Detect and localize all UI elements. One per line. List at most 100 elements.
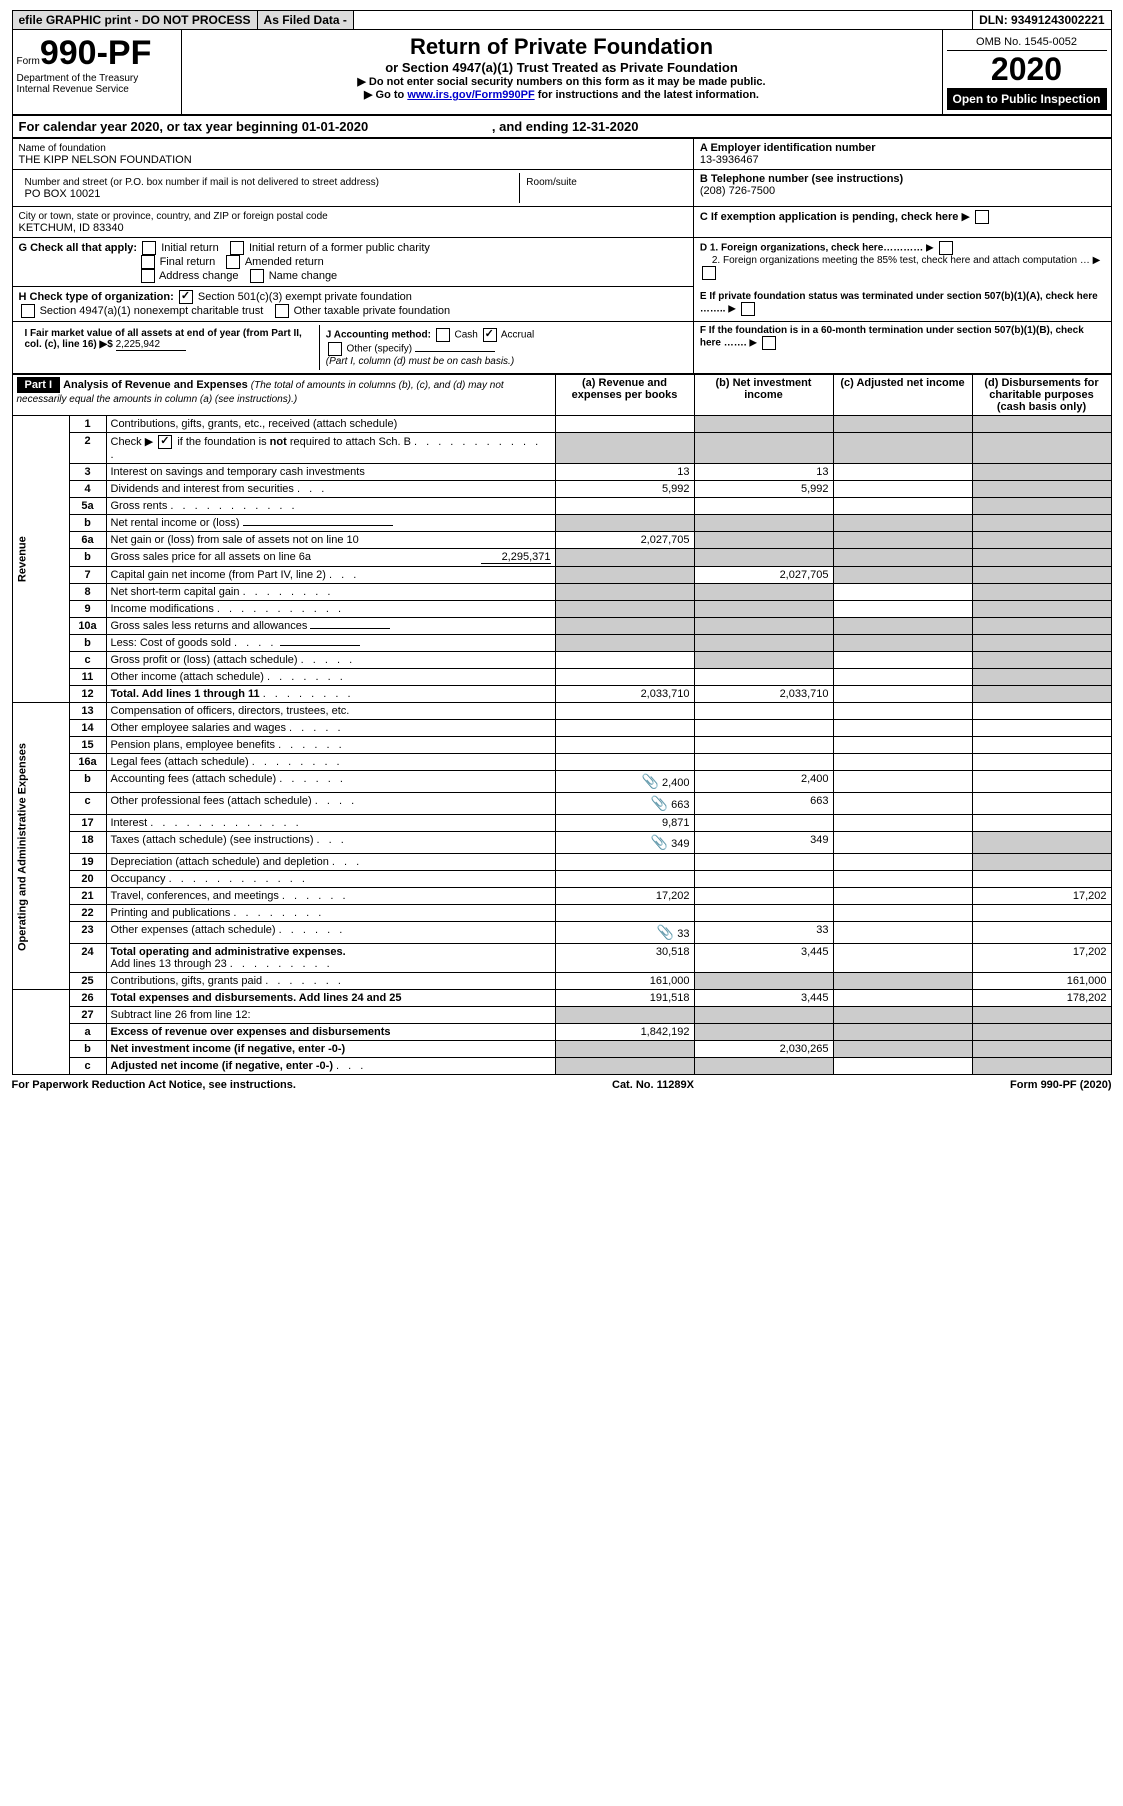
c-checkbox[interactable] xyxy=(975,210,989,224)
r2-checkbox[interactable] xyxy=(158,435,172,449)
r23-b: 33 xyxy=(694,922,833,944)
r16c-b: 663 xyxy=(694,793,833,815)
j-label: J Accounting method: xyxy=(326,330,431,341)
r16c-a: 663 xyxy=(671,799,689,811)
r3-a: 13 xyxy=(555,464,694,481)
row10a-desc: Gross sales less returns and allowances xyxy=(111,620,308,632)
form-number: 990-PF xyxy=(40,34,152,72)
page-footer: For Paperwork Reduction Act Notice, see … xyxy=(12,1075,1112,1091)
attach-icon[interactable]: 📎 xyxy=(641,773,658,789)
irs-label: Internal Revenue Service xyxy=(17,84,129,95)
city-label: City or town, state or province, country… xyxy=(19,211,328,222)
row22-desc: Printing and publications xyxy=(111,907,231,919)
top-bar: efile GRAPHIC print - DO NOT PROCESS As … xyxy=(12,10,1112,30)
city-value: KETCHUM, ID 83340 xyxy=(19,222,124,234)
g5-checkbox[interactable] xyxy=(141,269,155,283)
attach-icon[interactable]: 📎 xyxy=(651,795,668,811)
j3-label: Other (specify) xyxy=(347,344,413,355)
g3-checkbox[interactable] xyxy=(141,255,155,269)
as-filed-label: As Filed Data - xyxy=(258,11,354,29)
row24-desc: Total operating and administrative expen… xyxy=(111,946,346,958)
g4-checkbox[interactable] xyxy=(226,255,240,269)
r23-a: 33 xyxy=(677,928,689,940)
row4-desc: Dividends and interest from securities xyxy=(111,483,294,495)
header-right: OMB No. 1545-0052 2020 Open to Public In… xyxy=(942,30,1111,114)
row15-desc: Pension plans, employee benefits xyxy=(111,739,276,751)
form-title: Return of Private Foundation xyxy=(186,34,938,60)
col-b-header: (b) Net investment income xyxy=(694,375,833,416)
irs-link[interactable]: www.irs.gov/Form990PF xyxy=(407,89,534,101)
row8-desc: Net short-term capital gain xyxy=(111,586,240,598)
row5b-desc: Net rental income or (loss) xyxy=(111,517,240,529)
h2-label: Section 4947(a)(1) nonexempt charitable … xyxy=(40,305,264,317)
row14-desc: Other employee salaries and wages xyxy=(111,722,286,734)
attach-icon[interactable]: 📎 xyxy=(651,834,668,850)
d2-checkbox[interactable] xyxy=(702,266,716,280)
header-center: Return of Private Foundation or Section … xyxy=(182,30,942,114)
r6a-a: 2,027,705 xyxy=(555,532,694,549)
row10b-desc: Less: Cost of goods sold xyxy=(111,637,231,649)
top-bar-spacer xyxy=(354,11,973,29)
footer-center: Cat. No. 11289X xyxy=(612,1079,694,1091)
g6-label: Name change xyxy=(269,270,338,282)
dept-label: Department of the Treasury xyxy=(17,73,139,84)
r18-a: 349 xyxy=(671,838,689,850)
addr-value: PO BOX 10021 xyxy=(25,188,101,200)
h1-checkbox[interactable] xyxy=(179,290,193,304)
dln-number: DLN: 93491243002221 xyxy=(973,11,1110,29)
row13-desc: Compensation of officers, directors, tru… xyxy=(106,703,555,720)
h2-checkbox[interactable] xyxy=(21,304,35,318)
row11-desc: Other income (attach schedule) xyxy=(111,671,264,683)
r16b-b: 2,400 xyxy=(694,771,833,793)
r27a-a: 1,842,192 xyxy=(555,1024,694,1041)
form-label: Form xyxy=(17,56,40,67)
r7-b: 2,027,705 xyxy=(694,567,833,584)
j3-checkbox[interactable] xyxy=(328,342,342,356)
e-checkbox[interactable] xyxy=(741,302,755,316)
r12-b: 2,033,710 xyxy=(694,686,833,703)
row27b-desc: Net investment income (if negative, ente… xyxy=(111,1043,346,1055)
phone-label: B Telephone number (see instructions) xyxy=(700,173,903,185)
row24b-desc: Add lines 13 through 23 xyxy=(111,958,227,970)
j2-checkbox[interactable] xyxy=(483,328,497,342)
r24-a: 30,518 xyxy=(555,944,694,973)
calendar-begin: For calendar year 2020, or tax year begi… xyxy=(19,119,369,134)
g4-label: Amended return xyxy=(245,256,324,268)
r27b-b: 2,030,265 xyxy=(694,1041,833,1058)
row27c-desc: Adjusted net income (if negative, enter … xyxy=(111,1060,333,1072)
g1-label: Initial return xyxy=(161,242,218,254)
instr2-pre: ▶ Go to xyxy=(364,89,407,101)
col-c-header: (c) Adjusted net income xyxy=(833,375,972,416)
row9-desc: Income modifications xyxy=(111,603,214,615)
j1-checkbox[interactable] xyxy=(436,328,450,342)
j2-label: Accrual xyxy=(501,330,534,341)
calendar-end: , and ending 12-31-2020 xyxy=(492,119,639,134)
f-checkbox[interactable] xyxy=(762,336,776,350)
row6b-desc: Gross sales price for all assets on line… xyxy=(111,551,312,563)
r3-b: 13 xyxy=(694,464,833,481)
g2-checkbox[interactable] xyxy=(230,241,244,255)
g1-checkbox[interactable] xyxy=(142,241,156,255)
r4-b: 5,992 xyxy=(694,481,833,498)
row2-desc: Check ▶ if the foundation is not require… xyxy=(106,433,555,464)
efile-notice: efile GRAPHIC print - DO NOT PROCESS xyxy=(13,11,258,29)
g6-checkbox[interactable] xyxy=(250,269,264,283)
f-label: F If the foundation is in a 60-month ter… xyxy=(700,325,1084,349)
row25-desc: Contributions, gifts, grants paid xyxy=(111,975,263,987)
instr-2: ▶ Go to www.irs.gov/Form990PF for instru… xyxy=(186,88,938,101)
row5a-desc: Gross rents xyxy=(111,500,168,512)
open-public-box: Open to Public Inspection xyxy=(947,88,1107,110)
row16a-desc: Legal fees (attach schedule) xyxy=(111,756,249,768)
row27-desc: Subtract line 26 from line 12: xyxy=(106,1007,555,1024)
expenses-label: Operating and Administrative Expenses xyxy=(12,703,69,990)
h3-checkbox[interactable] xyxy=(275,304,289,318)
e-label: E If private foundation status was termi… xyxy=(700,291,1098,315)
calendar-row: For calendar year 2020, or tax year begi… xyxy=(12,115,1112,138)
d1-checkbox[interactable] xyxy=(939,241,953,255)
attach-icon[interactable]: 📎 xyxy=(657,924,674,940)
j1-label: Cash xyxy=(455,330,478,341)
col-a-header: (a) Revenue and expenses per books xyxy=(555,375,694,416)
addr-label: Number and street (or P.O. box number if… xyxy=(25,177,379,188)
r26-d: 178,202 xyxy=(972,990,1111,1007)
r16b-a: 2,400 xyxy=(662,777,690,789)
